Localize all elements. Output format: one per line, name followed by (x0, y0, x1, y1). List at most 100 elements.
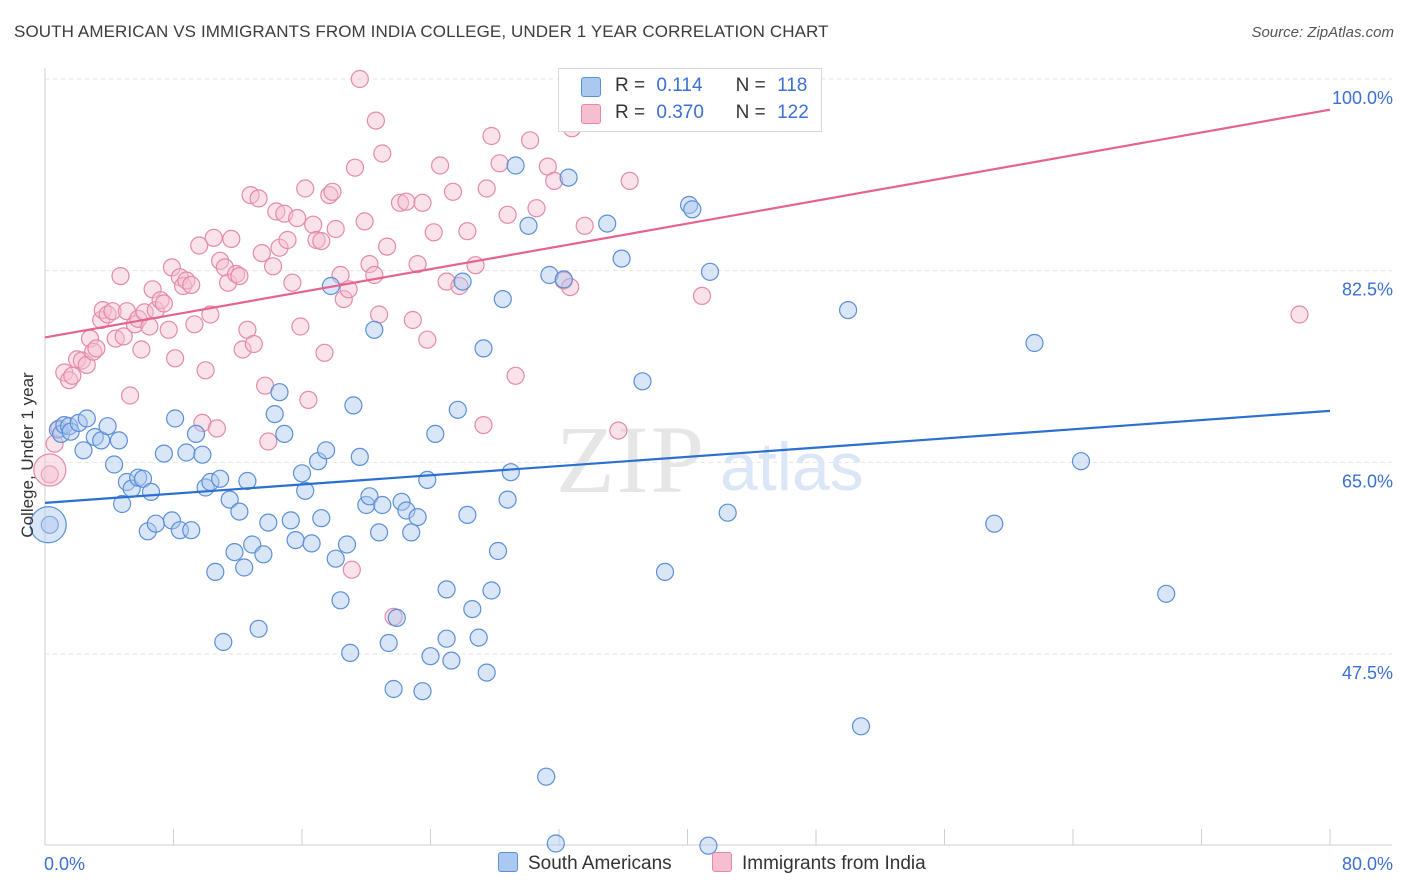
legend-n-label: N = (735, 102, 766, 123)
india-point-37 (185, 315, 204, 334)
india-point-92 (413, 193, 432, 212)
watermark-atlas: atlas (720, 429, 864, 505)
india-point-15 (103, 302, 122, 321)
india-point-20 (121, 386, 140, 405)
india-point-5 (63, 366, 82, 385)
south-american-point-43 (259, 513, 278, 532)
india-point-95 (431, 156, 450, 175)
india-point-49 (230, 267, 249, 286)
india-point-42 (204, 228, 223, 247)
bottom-legend-india: Immigrants from India (712, 852, 926, 875)
chart-title: SOUTH AMERICAN VS IMMIGRANTS FROM INDIA … (14, 22, 829, 41)
south-american-trend-line (44, 409, 1331, 504)
south-american-point-101 (612, 249, 631, 268)
india-point-66 (296, 179, 315, 198)
south-american-point-99 (559, 168, 578, 187)
south-american-point-11 (98, 417, 117, 436)
south-american-point-80 (442, 651, 461, 670)
india-point-53 (244, 334, 263, 354)
south-american-point-102 (633, 372, 652, 391)
x-tick-label-0: 0.0% (44, 854, 85, 874)
south-american-point-112 (985, 514, 1004, 533)
y-tick-label-1: 65.0% (1342, 471, 1393, 491)
south-american-point-73 (408, 507, 427, 527)
south-american-point-48 (286, 530, 305, 550)
south-american-point-106 (683, 200, 702, 219)
south-american-point-28 (186, 424, 206, 443)
south-american-point-13 (109, 431, 129, 450)
india-point-86 (378, 237, 397, 256)
south-american-points (29, 156, 1176, 855)
south-american-point-68 (384, 679, 403, 699)
south-american-point-41 (249, 619, 268, 638)
south-american-point-104 (699, 836, 718, 855)
south-american-point-59 (341, 643, 360, 663)
india-point-109 (545, 171, 564, 190)
south-american-point-63 (360, 487, 379, 506)
india-point-18 (114, 327, 133, 346)
stats-legend: R = 0.114 N = 118 R = 0.370 N = 122 (558, 68, 822, 132)
india-point-58 (264, 257, 283, 276)
india-point-62 (278, 230, 297, 250)
india-point-103 (490, 154, 509, 173)
south-american-point-71 (397, 501, 416, 520)
india-point-10 (84, 342, 103, 361)
india-point-106 (520, 131, 540, 150)
india-point-117 (366, 111, 385, 130)
india-point-94 (424, 223, 443, 242)
south-american-point-92 (501, 463, 520, 482)
south-american-point-91 (498, 490, 517, 509)
south-american-point-66 (373, 495, 392, 515)
india-point-68 (304, 215, 323, 234)
south-american-point-98 (554, 270, 573, 289)
south-american-point-51 (302, 534, 321, 553)
india-point-114 (620, 171, 639, 190)
india-point-55 (252, 244, 271, 263)
south-american-point-61 (350, 447, 369, 466)
bottom-legend-south-american: South Americans (498, 852, 672, 875)
south-american-point-114 (1071, 452, 1091, 471)
south-american-point-22 (154, 444, 173, 463)
india-point-43 (207, 419, 226, 438)
south-american-point-12 (104, 455, 124, 474)
tick-labels: 47.5% 65.0% 82.5% 100.0% 0.0% 80.0% (44, 88, 1393, 874)
bottom-legend-label-pink: Immigrants from India (742, 853, 926, 874)
india-point-65 (291, 317, 310, 336)
legend-r-value: 0.370 (656, 102, 704, 123)
india-point-0 (40, 465, 59, 484)
south-american-point-8 (77, 409, 96, 428)
south-american-point-57 (331, 591, 350, 610)
y-tick-label-3: 100.0% (1332, 88, 1393, 108)
south-american-point-84 (463, 599, 482, 619)
south-american-point-67 (379, 633, 398, 653)
legend-n-label: N = (735, 75, 766, 96)
india-point-116 (477, 179, 496, 198)
south-american-point-32 (206, 562, 225, 582)
india-point-67 (299, 390, 318, 409)
india-point-80 (350, 69, 369, 89)
south-american-point-21 (146, 514, 165, 533)
south-american-point-39 (238, 471, 257, 491)
india-point-73 (323, 182, 342, 201)
south-american-point-86 (474, 339, 493, 358)
legend-n-value: 122 (777, 102, 809, 123)
south-american-point-45 (270, 383, 289, 402)
south-american-point-95 (537, 767, 556, 786)
india-point-63 (283, 273, 302, 292)
south-american-point-26 (177, 443, 196, 462)
source-credit: Source: ZipAtlas.com (1251, 24, 1394, 41)
south-american-point-72 (402, 523, 421, 542)
legend-n-value: 118 (777, 75, 808, 96)
india-point-41 (201, 305, 220, 324)
south-american-point-18 (133, 469, 153, 488)
india-point-119 (1290, 305, 1309, 324)
india-point-38 (190, 236, 209, 255)
south-american-point-29 (193, 445, 212, 464)
axes (44, 68, 1392, 846)
india-point-82 (360, 255, 379, 274)
india-point-50 (233, 340, 252, 359)
india-point-89 (397, 192, 416, 211)
south-american-point-34 (214, 632, 233, 652)
south-american-point-46 (275, 424, 294, 443)
south-american-point-75 (418, 470, 437, 489)
